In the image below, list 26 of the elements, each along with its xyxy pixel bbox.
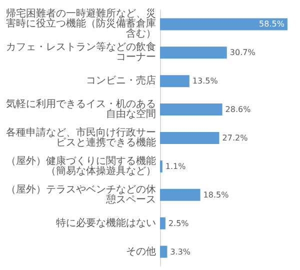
y-tick-label: 気軽に利用できるイス・机のある自由な空間 xyxy=(6,98,156,120)
bar xyxy=(160,246,168,258)
bar xyxy=(160,104,222,116)
y-tick-label: 各種申請など、市民向け行政サービスと連携できる機能 xyxy=(6,126,156,148)
data-label: 1.1% xyxy=(165,162,186,171)
bar xyxy=(160,188,200,201)
y-tick-label: その他 xyxy=(126,245,156,258)
bar xyxy=(160,217,166,230)
y-tick-label: カフェ・レストラン等などの飲食コーナー xyxy=(6,41,156,64)
data-label: 13.5% xyxy=(192,76,218,86)
y-tick-label: （屋外）健康づくりに関する機能（簡易な体操遊具など） xyxy=(6,154,156,177)
data-label: 3.3% xyxy=(170,247,191,256)
data-label: 30.7% xyxy=(230,48,256,58)
bar xyxy=(160,46,227,59)
bar xyxy=(160,75,190,88)
bar xyxy=(160,132,220,144)
data-label: 28.6% xyxy=(225,105,252,114)
y-tick-label: （屋外）テラスやベンチなどの休憩スペース xyxy=(6,184,156,206)
data-label: 2.5% xyxy=(168,218,190,228)
data-label: 27.2% xyxy=(222,134,248,142)
data-label: 58.5% xyxy=(259,20,285,29)
y-tick-label: 帰宅困難者の一時避難所など、災害時に役立つ機能（防災備蓄倉庫含む） xyxy=(6,8,156,40)
data-label: 18.5% xyxy=(203,190,230,200)
bar xyxy=(160,18,288,30)
y-tick-label: 特に必要な機能はない xyxy=(56,216,156,229)
y-tick-label: コンビニ・売店 xyxy=(86,74,156,87)
